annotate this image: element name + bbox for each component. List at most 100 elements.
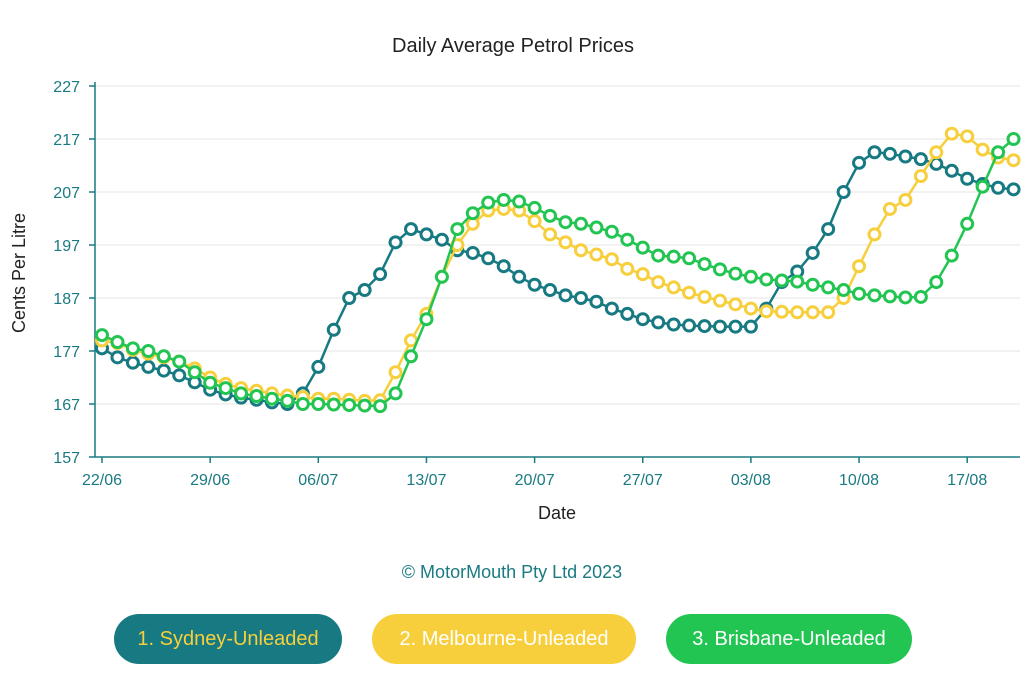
- data-point[interactable]: [882, 201, 897, 216]
- data-point[interactable]: [589, 294, 604, 309]
- data-point[interactable]: [852, 259, 867, 274]
- data-point[interactable]: [311, 359, 326, 374]
- data-point[interactable]: [326, 322, 341, 337]
- data-point[interactable]: [852, 155, 867, 170]
- data-point[interactable]: [604, 224, 619, 239]
- data-point[interactable]: [743, 269, 758, 284]
- data-point[interactable]: [852, 286, 867, 301]
- data-point[interactable]: [326, 397, 341, 412]
- data-point[interactable]: [913, 152, 928, 167]
- data-point[interactable]: [234, 386, 249, 401]
- data-point[interactable]: [805, 277, 820, 292]
- data-point[interactable]: [635, 312, 650, 327]
- data-point[interactable]: [728, 297, 743, 312]
- legend-button-sydney[interactable]: 1. Sydney-Unleaded: [114, 614, 342, 664]
- data-point[interactable]: [481, 251, 496, 266]
- data-point[interactable]: [342, 291, 357, 305]
- data-point[interactable]: [172, 368, 187, 383]
- data-point[interactable]: [434, 269, 449, 284]
- data-point[interactable]: [975, 179, 990, 194]
- data-point[interactable]: [759, 272, 774, 287]
- data-point[interactable]: [573, 216, 588, 231]
- data-point[interactable]: [960, 129, 975, 144]
- data-point[interactable]: [465, 245, 480, 260]
- legend-button-melbourne[interactable]: 2. Melbourne-Unleaded: [372, 614, 636, 664]
- data-point[interactable]: [620, 306, 635, 321]
- data-point[interactable]: [172, 354, 187, 369]
- data-point[interactable]: [450, 222, 465, 237]
- data-point[interactable]: [666, 280, 681, 295]
- data-point[interactable]: [141, 359, 156, 374]
- data-point[interactable]: [264, 391, 279, 406]
- data-point[interactable]: [774, 304, 789, 319]
- data-point[interactable]: [125, 341, 140, 356]
- data-point[interactable]: [496, 259, 511, 274]
- data-point[interactable]: [573, 243, 588, 258]
- data-point[interactable]: [558, 235, 573, 250]
- data-point[interactable]: [218, 381, 233, 396]
- data-point[interactable]: [867, 145, 882, 160]
- data-point[interactable]: [342, 398, 357, 413]
- data-point[interactable]: [1006, 153, 1021, 168]
- data-point[interactable]: [635, 240, 650, 255]
- data-point[interactable]: [156, 349, 171, 364]
- data-point[interactable]: [125, 355, 140, 370]
- data-point[interactable]: [651, 275, 666, 290]
- data-point[interactable]: [697, 257, 712, 272]
- data-point[interactable]: [589, 220, 604, 235]
- data-point[interactable]: [913, 289, 928, 304]
- data-point[interactable]: [774, 273, 789, 288]
- data-point[interactable]: [589, 247, 604, 262]
- data-point[interactable]: [743, 319, 758, 334]
- data-point[interactable]: [527, 200, 542, 215]
- legend-button-brisbane[interactable]: 3. Brisbane-Unleaded: [666, 614, 912, 664]
- data-point[interactable]: [357, 283, 372, 298]
- data-point[interactable]: [543, 283, 558, 298]
- data-point[interactable]: [682, 285, 697, 300]
- data-point[interactable]: [543, 208, 558, 223]
- data-point[interactable]: [512, 194, 527, 209]
- data-point[interactable]: [821, 280, 836, 295]
- data-point[interactable]: [944, 163, 959, 178]
- data-point[interactable]: [481, 195, 496, 210]
- data-point[interactable]: [404, 349, 418, 364]
- data-point[interactable]: [991, 145, 1006, 160]
- data-point[interactable]: [311, 397, 326, 411]
- data-point[interactable]: [743, 301, 758, 316]
- data-point[interactable]: [651, 248, 666, 263]
- data-point[interactable]: [651, 315, 666, 330]
- data-point[interactable]: [697, 319, 712, 334]
- data-point[interactable]: [573, 291, 588, 305]
- data-point[interactable]: [728, 266, 743, 281]
- data-point[interactable]: [991, 180, 1006, 195]
- data-point[interactable]: [357, 398, 372, 413]
- data-point[interactable]: [620, 232, 635, 247]
- data-point[interactable]: [496, 192, 511, 207]
- data-point[interactable]: [635, 267, 650, 282]
- data-point[interactable]: [512, 269, 527, 284]
- data-point[interactable]: [388, 365, 403, 380]
- data-point[interactable]: [110, 350, 125, 365]
- data-point[interactable]: [388, 386, 403, 401]
- data-point[interactable]: [465, 206, 480, 221]
- data-point[interactable]: [944, 248, 959, 263]
- data-point[interactable]: [373, 399, 388, 414]
- data-point[interactable]: [434, 232, 449, 247]
- data-point[interactable]: [295, 397, 310, 411]
- data-point[interactable]: [898, 149, 913, 164]
- data-point[interactable]: [604, 301, 619, 316]
- data-point[interactable]: [898, 192, 913, 207]
- data-point[interactable]: [558, 215, 573, 230]
- data-point[interactable]: [929, 275, 944, 290]
- data-point[interactable]: [713, 262, 727, 277]
- data-point[interactable]: [682, 251, 697, 266]
- data-point[interactable]: [419, 312, 434, 327]
- data-point[interactable]: [790, 305, 805, 320]
- data-point[interactable]: [388, 235, 403, 250]
- data-point[interactable]: [1006, 182, 1021, 197]
- data-point[interactable]: [187, 365, 202, 380]
- data-point[interactable]: [836, 283, 851, 298]
- data-point[interactable]: [697, 289, 712, 304]
- data-point[interactable]: [805, 245, 820, 260]
- data-point[interactable]: [836, 185, 851, 199]
